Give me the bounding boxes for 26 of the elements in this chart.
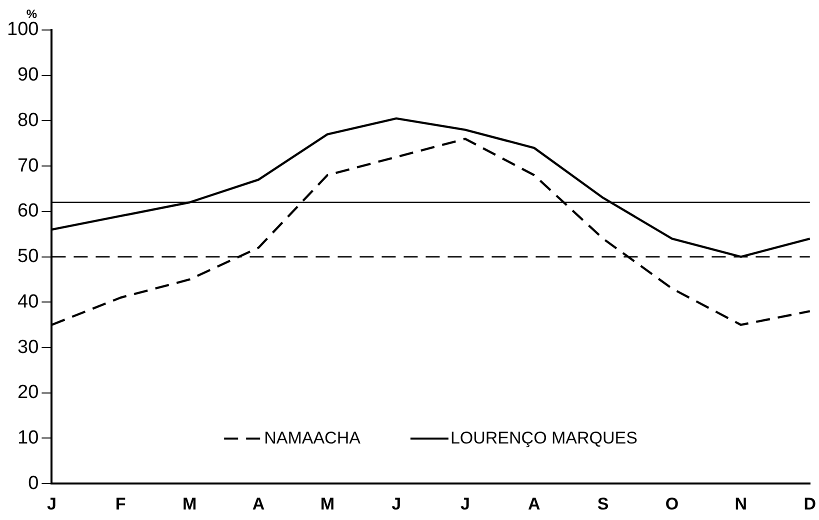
y-tick-label: 90 <box>18 64 39 86</box>
y-tick-label: 40 <box>18 291 39 312</box>
x-tick-label: N <box>734 494 748 514</box>
x-tick-label: J <box>46 494 56 514</box>
y-tick-label: 20 <box>18 382 39 404</box>
y-tick-label: 50 <box>18 246 39 268</box>
y-tick-label: 80 <box>18 110 39 131</box>
x-tick-label: M <box>182 494 197 514</box>
x-tick-label: A <box>528 494 540 514</box>
y-tick-label: 70 <box>18 155 39 176</box>
x-tick-label: S <box>597 494 609 514</box>
y-tick-label: 10 <box>18 427 39 448</box>
x-tick-label: D <box>804 494 816 514</box>
y-axis-title: % <box>26 7 38 21</box>
legend-label: NAMAACHA <box>264 428 362 448</box>
x-tick-label: O <box>665 494 679 514</box>
x-tick-label: A <box>252 494 265 514</box>
x-tick-label: F <box>115 494 126 514</box>
x-tick-label: M <box>320 494 334 514</box>
x-tick-label: J <box>392 494 402 514</box>
y-tick-label: 60 <box>18 200 39 222</box>
y-tick-label: 30 <box>18 336 39 358</box>
y-tick-label: 100 <box>7 19 39 40</box>
legend-label: LOURENÇO MARQUES <box>450 428 638 448</box>
y-tick-label: 0 <box>28 472 39 494</box>
x-tick-label: J <box>460 494 470 514</box>
